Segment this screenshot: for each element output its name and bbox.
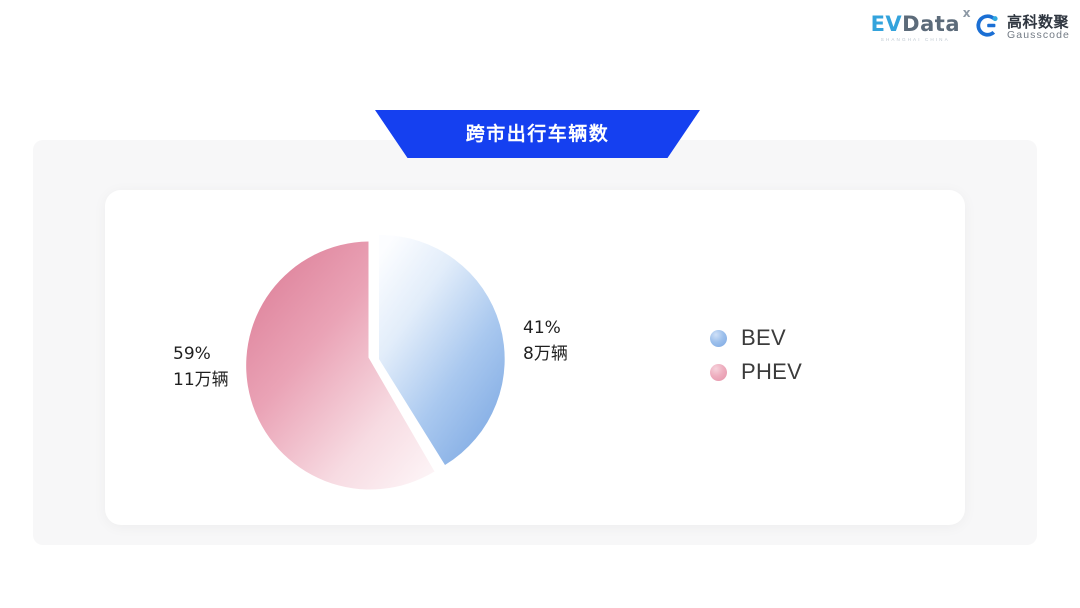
chart-card — [105, 190, 965, 525]
gausscode-name-cn: 高科数聚 — [1006, 12, 1069, 31]
gausscode-mark-icon — [974, 12, 1001, 44]
evdata-wordmark: EVData x — [870, 7, 971, 36]
evdata-subtitle: SHANGHAI CHINA — [880, 36, 950, 42]
page-title: 跨市出行车辆数 — [465, 122, 610, 145]
evdata-wordmark-ev: EV — [870, 11, 903, 36]
evdata-superscript-x: x — [962, 5, 971, 20]
evdata-wordmark-data: Data — [902, 11, 960, 36]
gausscode-logo: 高科数聚 Gausscode — [974, 12, 1070, 44]
brand-bar: EVData x SHANGHAI CHINA 高科数聚 Gausscode — [870, 7, 1070, 44]
gausscode-text: 高科数聚 Gausscode — [1006, 12, 1070, 42]
gausscode-name-en: Gausscode — [1006, 29, 1070, 42]
evdata-logo: EVData x SHANGHAI CHINA — [870, 7, 971, 43]
title-banner: 跨市出行车辆数 — [375, 110, 700, 158]
